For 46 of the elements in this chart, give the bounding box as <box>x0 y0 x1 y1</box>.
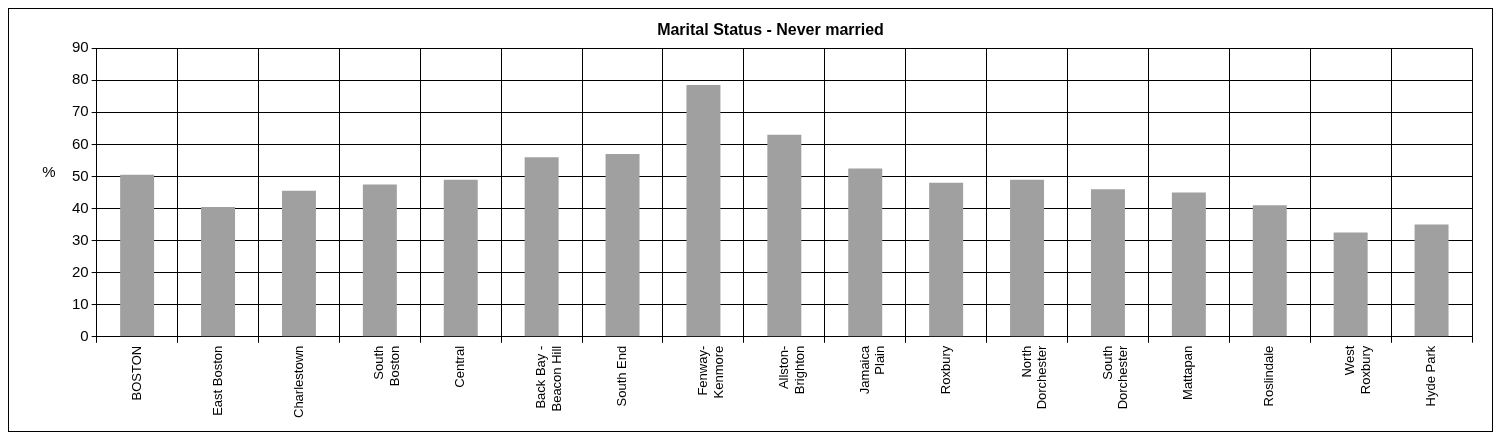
x-tick-label: Roxbury <box>937 345 953 395</box>
x-tick-label: Roslindale <box>1261 345 1277 407</box>
bar <box>1090 189 1125 337</box>
bar <box>362 184 397 337</box>
bar <box>281 190 316 337</box>
x-tick-label: Back Bay - Beacon Hill <box>533 345 564 412</box>
y-tick-label: 90 <box>72 38 89 56</box>
y-tick-label: 60 <box>72 134 89 152</box>
x-tick-label: North Dorchester <box>1018 345 1050 410</box>
bar <box>686 85 721 337</box>
y-tick-label: 40 <box>72 198 89 216</box>
y-tick-label: 50 <box>72 166 89 184</box>
chart-title: Marital Status - Never married <box>657 21 884 39</box>
x-tick-label: BOSTON <box>128 345 144 401</box>
bar <box>1171 192 1206 337</box>
x-tick-label: Fenway-Kenmore <box>695 345 726 399</box>
x-tick-label: South Boston <box>371 345 403 387</box>
x-tick-label: Central <box>452 345 468 388</box>
bar <box>1252 205 1287 337</box>
y-tick-label: 10 <box>72 294 89 312</box>
bar <box>443 179 478 337</box>
bar <box>120 174 155 337</box>
bar <box>524 157 559 337</box>
bar <box>605 154 640 337</box>
x-tick-label: Mattapan <box>1180 345 1196 400</box>
bar <box>1414 224 1449 337</box>
y-tick-label: 20 <box>72 262 89 280</box>
x-tick-label: South Dorchester <box>1099 345 1131 410</box>
x-tick-label: Hyde Park <box>1423 345 1439 407</box>
x-tick-label: East Boston <box>209 345 225 416</box>
y-axis-title: % <box>42 162 56 180</box>
bar <box>1010 179 1045 337</box>
bar <box>929 182 964 337</box>
x-tick-label: Jamaica Plain <box>856 344 888 395</box>
bar <box>1333 232 1368 337</box>
x-tick-label: South End <box>614 345 630 407</box>
y-tick-label: 70 <box>72 102 89 120</box>
x-tick-label: Allston-Brighton <box>775 345 807 395</box>
x-tick-label: Charlestown <box>290 345 306 419</box>
y-tick-label: 30 <box>72 230 89 248</box>
y-tick-label: 80 <box>72 70 89 88</box>
y-tick-label: 0 <box>80 326 89 344</box>
bar <box>201 206 236 337</box>
bar <box>848 168 883 337</box>
bar <box>767 134 802 337</box>
x-tick-label: West Roxbury <box>1342 345 1373 395</box>
